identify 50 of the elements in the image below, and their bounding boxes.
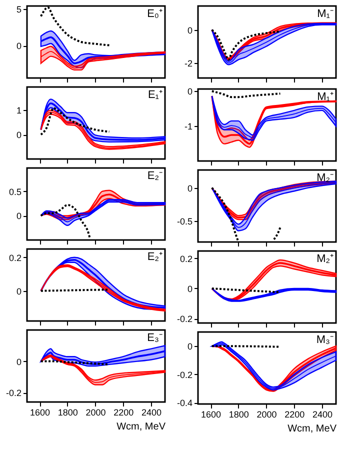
x-tick-label: 2200 <box>114 408 134 418</box>
x-tick-label: 2000 <box>86 408 106 418</box>
x-tick-label: 1800 <box>58 408 78 418</box>
x-tick-label: 1800 <box>228 410 249 420</box>
line-series <box>40 350 166 366</box>
chart-title: E₂⁻ <box>147 170 163 182</box>
y-tick-label: 5 <box>16 4 22 14</box>
y-tick-label: 0 <box>187 86 192 97</box>
x-axis-title: Wcm, MeV <box>288 424 337 434</box>
y-tick-label: 0 <box>187 342 192 352</box>
y-tick-label: -0.2 <box>176 314 192 324</box>
line-series <box>40 204 91 239</box>
y-tick-label: -2 <box>184 58 192 69</box>
x-axis-title: Wcm, MeV <box>116 422 166 432</box>
chart-title: E₃⁻ <box>147 332 163 344</box>
y-tick-label: 0.2 <box>8 252 22 263</box>
y-tick-label: 0 <box>16 211 22 222</box>
x-tick-label: 2400 <box>142 408 162 418</box>
y-tick-label: 0 <box>187 183 192 194</box>
chart-title: M₃⁻ <box>316 334 334 346</box>
y-tick-label: 0.5 <box>8 186 22 197</box>
chart-title: E₂⁺ <box>147 251 163 263</box>
x-tick-label: 2400 <box>312 410 333 420</box>
line-series <box>40 200 166 222</box>
chart-title: M₁⁺ <box>317 91 334 103</box>
y-tick-label: -0.4 <box>176 398 192 408</box>
y-tick-label: 0.2 <box>180 254 192 264</box>
y-tick-label: 0 <box>16 356 22 367</box>
chart-title: M₂⁺ <box>316 253 334 265</box>
line-series <box>40 107 110 136</box>
line-series <box>210 28 282 61</box>
y-tick-label: -0.2 <box>176 370 192 380</box>
y-tick-label: 0 <box>187 25 192 36</box>
y-tick-label: 1 <box>16 106 22 116</box>
y-tick-label: 0 <box>187 284 192 294</box>
y-tick-label: 0 <box>16 130 22 140</box>
chart-title: M₁⁻ <box>317 8 334 20</box>
chart-title: E₀⁺ <box>147 8 163 20</box>
y-tick-label: 0 <box>16 286 22 296</box>
y-tick-label: -0.5 <box>176 216 192 226</box>
x-tick-label: 2200 <box>284 410 305 420</box>
x-tick-label: 2000 <box>256 410 277 420</box>
chart-title: E₁⁺ <box>148 89 163 101</box>
y-tick-label: -1 <box>184 122 192 132</box>
chart-title: M₂⁻ <box>316 172 334 184</box>
x-tick-label: 1600 <box>201 410 222 420</box>
x-tick-label: 1600 <box>30 408 50 418</box>
y-tick-label: -0.2 <box>6 388 22 398</box>
line-series <box>40 36 166 64</box>
y-tick-label: 0 <box>16 41 22 52</box>
